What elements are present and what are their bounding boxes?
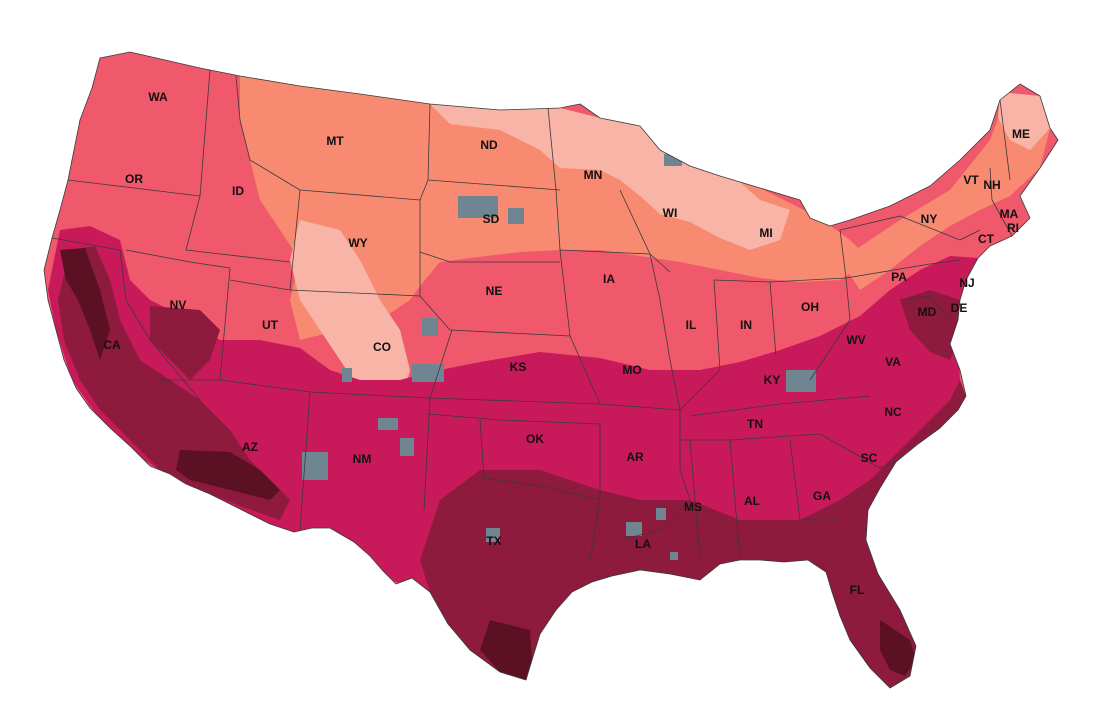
- state-label-va: VA: [885, 355, 901, 369]
- state-label-sd: SD: [483, 212, 500, 226]
- state-label-nv: NV: [170, 298, 187, 312]
- state-label-pa: PA: [891, 270, 907, 284]
- state-label-ct: CT: [978, 232, 995, 246]
- state-label-il: IL: [686, 318, 697, 332]
- state-label-id: ID: [232, 184, 244, 198]
- state-label-md: MD: [918, 305, 937, 319]
- band-class-6-desert: [176, 450, 280, 500]
- band-class-5-nevada: [150, 306, 220, 380]
- state-borders: [43, 51, 1059, 689]
- state-label-az: AZ: [242, 440, 258, 454]
- band-class-6-central-valley: [60, 248, 110, 360]
- state-label-wi: WI: [663, 206, 678, 220]
- band-class-2-north: [240, 76, 870, 340]
- no-data-counties: [302, 154, 816, 560]
- state-label-mo: MO: [622, 363, 641, 377]
- band-class-1-maine: [998, 92, 1050, 150]
- state-label-wv: WV: [846, 333, 865, 347]
- state-label-ar: AR: [626, 450, 644, 464]
- state-labels: WA OR CA ID NV MT WY UT AZ CO NM ND SD N…: [103, 90, 1030, 597]
- state-label-ks: KS: [510, 360, 527, 374]
- band-class-5-mid-atlantic: [900, 290, 960, 360]
- state-label-mi: MI: [759, 226, 772, 240]
- state-label-la: LA: [635, 537, 651, 551]
- state-label-nh: NH: [983, 178, 1000, 192]
- state-label-sc: SC: [861, 451, 878, 465]
- state-label-tn: TN: [747, 417, 763, 431]
- state-label-in: IN: [740, 318, 752, 332]
- state-label-ca: CA: [103, 338, 121, 352]
- state-label-ga: GA: [813, 489, 831, 503]
- state-label-nc: NC: [884, 405, 902, 419]
- band-class-6-south-texas: [480, 620, 532, 680]
- state-label-ma: MA: [1000, 207, 1019, 221]
- state-label-oh: OH: [801, 300, 819, 314]
- band-class-6-south-florida: [880, 620, 916, 676]
- state-label-mn: MN: [584, 168, 603, 182]
- state-label-mt: MT: [326, 134, 344, 148]
- state-label-de: DE: [951, 301, 968, 315]
- state-label-ms: MS: [684, 500, 702, 514]
- state-label-ri: RI: [1007, 221, 1019, 235]
- band-class-5-southwest: [58, 246, 290, 520]
- state-label-nd: ND: [480, 138, 498, 152]
- state-label-wa: WA: [148, 90, 168, 104]
- state-label-me: ME: [1012, 127, 1030, 141]
- state-label-ne: NE: [486, 284, 503, 298]
- band-class-1-rockies: [290, 220, 410, 420]
- state-label-nm: NM: [353, 452, 372, 466]
- state-label-ok: OK: [526, 432, 544, 446]
- state-label-fl: FL: [850, 583, 865, 597]
- band-class-2-northeast: [840, 96, 1050, 290]
- state-label-ny: NY: [921, 212, 938, 226]
- state-label-vt: VT: [963, 173, 979, 187]
- band-class-5-gulf-coast: [420, 380, 966, 688]
- state-label-ky: KY: [764, 373, 781, 387]
- band-class-4-south: [48, 226, 978, 688]
- state-label-or: OR: [125, 172, 143, 186]
- band-class-1-upper-midwest: [430, 104, 790, 250]
- state-label-ia: IA: [603, 272, 615, 286]
- state-label-wy: WY: [348, 236, 367, 250]
- state-label-nj: NJ: [959, 276, 974, 290]
- state-label-tx: TX: [486, 534, 501, 548]
- state-label-al: AL: [744, 494, 760, 508]
- state-label-co: CO: [373, 340, 391, 354]
- state-label-ut: UT: [262, 318, 279, 332]
